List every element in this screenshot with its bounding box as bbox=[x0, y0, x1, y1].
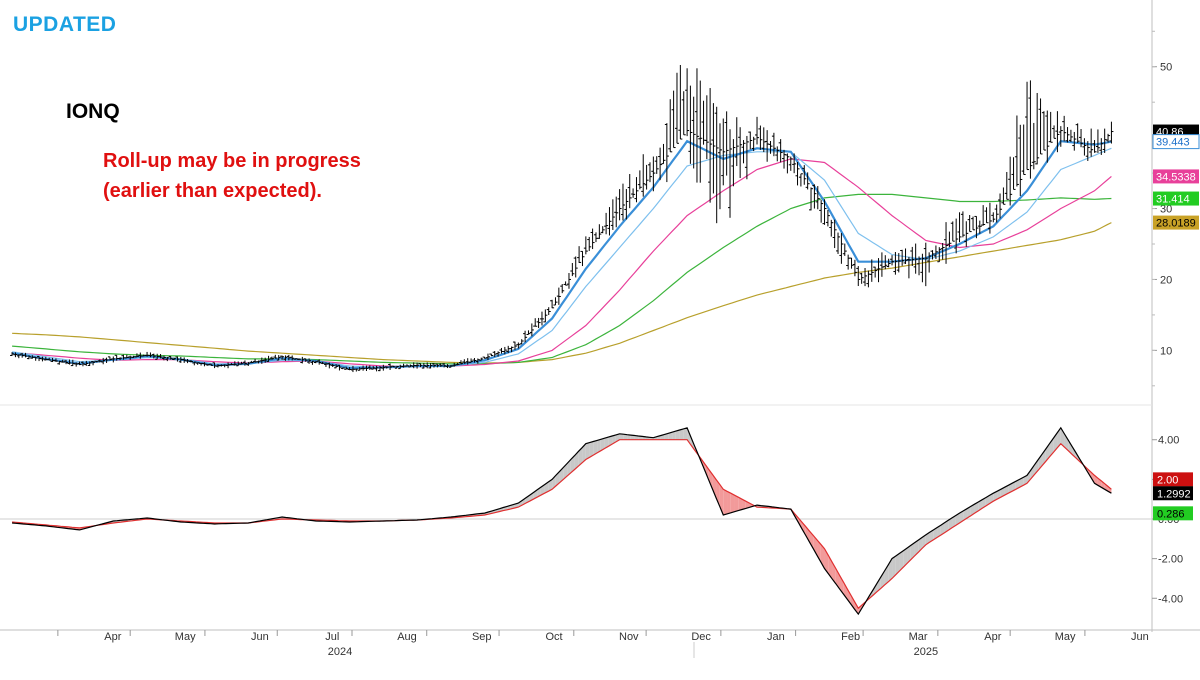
ticker-title: IONQ bbox=[66, 100, 120, 124]
osc-last-value-label: 0.286 bbox=[1153, 506, 1193, 520]
price-tick-label: 20 bbox=[1160, 274, 1172, 286]
osc-fill bbox=[683, 428, 687, 440]
year-label: 2024 bbox=[328, 646, 352, 658]
osc-last-value-text: 2.00 bbox=[1157, 474, 1178, 486]
last-value-text: 39.443 bbox=[1156, 137, 1190, 149]
annotation-line-2: (earlier than expected). bbox=[103, 180, 322, 203]
osc-fill bbox=[727, 491, 731, 514]
osc-last-value-text: 0.286 bbox=[1157, 508, 1185, 520]
month-label: Nov bbox=[619, 631, 639, 643]
price-bars bbox=[10, 65, 1113, 372]
last-value-label-ema_fast: 39.443 bbox=[1153, 135, 1199, 149]
month-label: Jul bbox=[325, 631, 339, 643]
osc-tick-label: -2.00 bbox=[1158, 554, 1183, 566]
series-line-macd bbox=[12, 428, 1111, 614]
series-line-ma_green bbox=[12, 194, 1111, 363]
osc-last-value-label: 2.00 bbox=[1153, 472, 1193, 486]
month-label: Dec bbox=[691, 631, 711, 643]
last-value-label-ma_olive: 28.0189 bbox=[1153, 216, 1199, 230]
month-label: Mar bbox=[909, 631, 928, 643]
month-label: Sep bbox=[472, 631, 492, 643]
last-value-text: 31.414 bbox=[1156, 194, 1190, 206]
osc-tick-label: -4.00 bbox=[1158, 593, 1183, 605]
last-value-label-ma_green: 31.414 bbox=[1153, 192, 1199, 206]
last-value-text: 34.5338 bbox=[1156, 171, 1196, 183]
month-label: Apr bbox=[984, 631, 1001, 643]
osc-last-value-text: 1.2992 bbox=[1157, 488, 1191, 500]
osc-fill bbox=[723, 489, 727, 515]
month-label: Aug bbox=[397, 631, 417, 643]
price-panel bbox=[10, 65, 1113, 372]
last-value-label-ma_pink: 34.5338 bbox=[1153, 169, 1199, 183]
updated-badge: UPDATED bbox=[13, 13, 116, 37]
month-label: May bbox=[1055, 631, 1076, 643]
month-label: Oct bbox=[545, 631, 562, 643]
month-label: May bbox=[175, 631, 196, 643]
annotation-line-1: Roll-up may be in progress bbox=[103, 150, 361, 173]
last-value-text: 28.0189 bbox=[1156, 218, 1196, 230]
month-label: Jun bbox=[1131, 631, 1149, 643]
osc-fill bbox=[731, 493, 735, 513]
month-label: Apr bbox=[104, 631, 121, 643]
price-tick-label: 50 bbox=[1160, 62, 1172, 74]
osc-tick-label: 4.00 bbox=[1158, 435, 1179, 447]
osc-fill bbox=[735, 495, 739, 512]
month-label: Feb bbox=[841, 631, 860, 643]
month-label: Jan bbox=[767, 631, 785, 643]
year-label: 2025 bbox=[914, 646, 938, 658]
price-tick-label: 10 bbox=[1160, 345, 1172, 357]
osc-last-value-label: 1.2992 bbox=[1153, 486, 1193, 500]
month-label: Jun bbox=[251, 631, 269, 643]
osc-fill bbox=[680, 429, 684, 440]
